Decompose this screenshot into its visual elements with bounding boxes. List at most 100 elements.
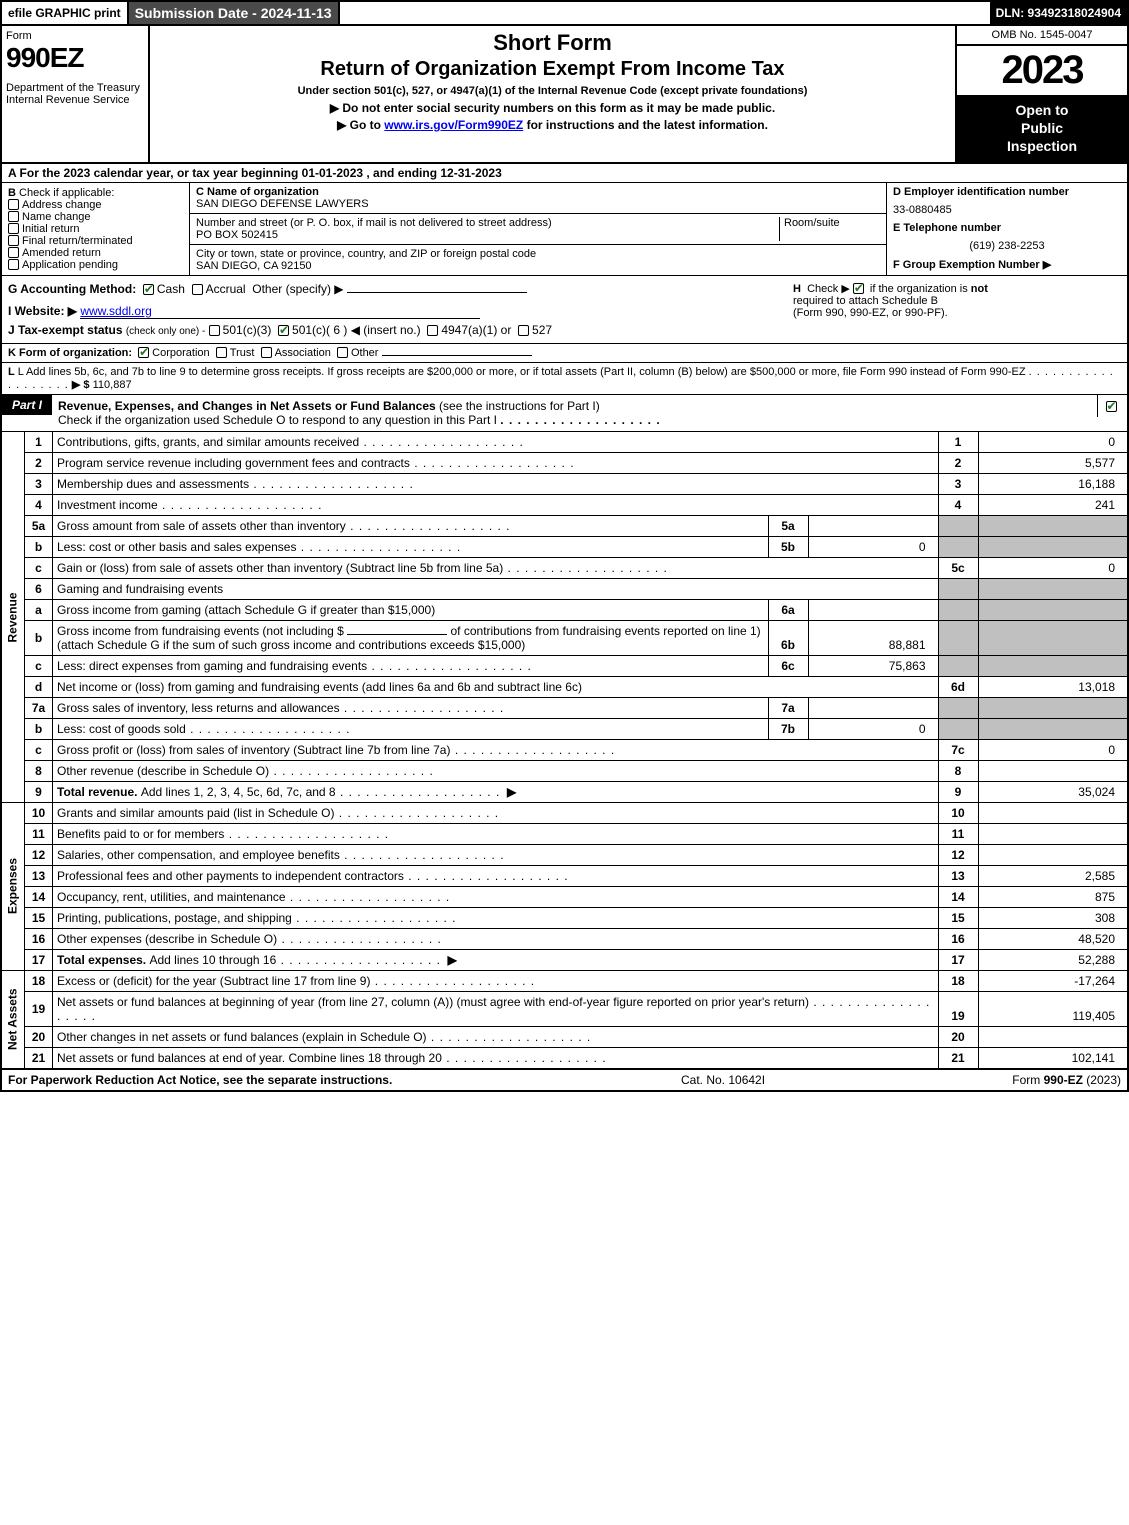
part1-title: Revenue, Expenses, and Changes in Net As… [58, 399, 436, 413]
row-8: 8Other revenue (describe in Schedule O) … [1, 760, 1128, 781]
val-13: 2,585 [978, 865, 1128, 886]
j-label: J Tax-exempt status [8, 323, 123, 337]
desc-9a: Total revenue. [57, 785, 141, 799]
part1-dots [500, 413, 660, 427]
checkbox-cash[interactable] [143, 284, 154, 295]
website-link[interactable]: www.sddl.org [80, 304, 480, 319]
desc-21: Net assets or fund balances at end of ye… [57, 1051, 442, 1065]
org-name-block: C Name of organization SAN DIEGO DEFENSE… [190, 183, 886, 214]
submission-date: Submission Date - 2024-11-13 [129, 2, 340, 24]
val-15: 308 [978, 907, 1128, 928]
checkbox-address-change[interactable] [8, 199, 19, 210]
l-arrow: ▶ $ [72, 379, 90, 391]
street-label: Number and street (or P. O. box, if mail… [196, 217, 552, 229]
desc-7a: Gross sales of inventory, less returns a… [57, 701, 340, 715]
sub-6b: 6b [768, 620, 808, 655]
section-h: H Check ▶ if the organization is not req… [787, 276, 1127, 343]
line-i: I Website: ▶ www.sddl.org [8, 304, 781, 319]
checkbox-4947[interactable] [427, 325, 438, 336]
l-text: L Add lines 5b, 6c, and 7b to line 9 to … [18, 366, 1026, 378]
g-cash: Cash [157, 282, 185, 296]
instr2-pre: ▶ Go to [337, 118, 384, 132]
checkbox-application-pending[interactable] [8, 259, 19, 270]
row-1: Revenue 1 Contributions, gifts, grants, … [1, 432, 1128, 453]
vlabel-revenue: Revenue [1, 432, 25, 803]
instruction-ssn: ▶ Do not enter social security numbers o… [158, 101, 947, 115]
section-def: D Employer identification number 33-0880… [887, 183, 1127, 275]
checkbox-other-org[interactable] [337, 347, 348, 358]
desc-6c: Less: direct expenses from gaming and fu… [57, 659, 367, 673]
row-19: 19Net assets or fund balances at beginni… [1, 991, 1128, 1026]
val-11 [978, 823, 1128, 844]
val-2: 5,577 [978, 452, 1128, 473]
checkbox-corporation[interactable] [138, 347, 149, 358]
form-header: Form 990EZ Department of the Treasury In… [0, 26, 1129, 164]
open-line2: Public [961, 119, 1123, 137]
section-b: B Check if applicable: Address change Na… [2, 183, 190, 275]
desc-5c: Gain or (loss) from sale of assets other… [57, 561, 503, 575]
desc-6d: Net income or (loss) from gaming and fun… [57, 680, 582, 694]
form-title: Return of Organization Exempt From Incom… [158, 58, 947, 81]
city-block: City or town, state or province, country… [190, 245, 886, 275]
part1-header-row: Part I Revenue, Expenses, and Changes in… [0, 395, 1129, 432]
h-text4: (Form 990, 990-EZ, or 990-PF). [793, 307, 948, 319]
part1-check-cell [1097, 395, 1127, 417]
checkbox-h[interactable] [853, 283, 864, 294]
desc-2: Program service revenue including govern… [57, 456, 410, 470]
checkbox-527[interactable] [518, 325, 529, 336]
checkbox-initial-return[interactable] [8, 223, 19, 234]
desc-4: Investment income [57, 498, 158, 512]
row-6b: bGross income from fundraising events (n… [1, 620, 1128, 655]
g-label: G Accounting Method: [8, 282, 136, 296]
checkbox-amended-return[interactable] [8, 247, 19, 258]
k-other-blank [382, 355, 532, 356]
row-16: 16Other expenses (describe in Schedule O… [1, 928, 1128, 949]
subval-6b: 88,881 [808, 620, 938, 655]
group-arrow: ▶ [1043, 259, 1051, 271]
row-21: 21Net assets or fund balances at end of … [1, 1047, 1128, 1068]
desc-20: Other changes in net assets or fund bala… [57, 1030, 427, 1044]
opt-initial: Initial return [22, 223, 79, 235]
desc-15: Printing, publications, postage, and shi… [57, 911, 292, 925]
tax-year: 2023 [957, 46, 1127, 95]
vlabel-expenses: Expenses [1, 802, 25, 970]
header-left: Form 990EZ Department of the Treasury In… [2, 26, 150, 162]
room-label: Room/suite [784, 217, 840, 229]
desc-14: Occupancy, rent, utilities, and maintena… [57, 890, 286, 904]
val-19: 119,405 [978, 991, 1128, 1026]
j-opt1: 501(c)(3) [223, 323, 272, 337]
checkbox-name-change[interactable] [8, 211, 19, 222]
checkbox-final-return[interactable] [8, 235, 19, 246]
row-11: 11Benefits paid to or for members 11 [1, 823, 1128, 844]
j-opt4: 527 [532, 323, 552, 337]
irs-link[interactable]: www.irs.gov/Form990EZ [384, 118, 523, 132]
open-line3: Inspection [961, 137, 1123, 155]
val-3: 16,188 [978, 473, 1128, 494]
open-inspection-box: Open to Public Inspection [957, 95, 1127, 162]
checkbox-association[interactable] [261, 347, 272, 358]
subval-7a [808, 697, 938, 718]
tel-label: E Telephone number [887, 219, 1127, 237]
checkbox-accrual[interactable] [192, 284, 203, 295]
dln-label: DLN: 93492318024904 [990, 2, 1127, 24]
checkbox-501c[interactable] [278, 325, 289, 336]
row-7b: bLess: cost of goods sold 7b0 [1, 718, 1128, 739]
footer-right: Form 990-EZ (2023) [921, 1073, 1121, 1087]
desc-3: Membership dues and assessments [57, 477, 249, 491]
street-value: PO BOX 502415 [196, 229, 278, 241]
top-bar: efile GRAPHIC print Submission Date - 20… [0, 0, 1129, 26]
checkbox-part1-schedule-o[interactable] [1106, 401, 1117, 412]
b-heading: B [8, 187, 16, 199]
opt-address: Address change [22, 199, 102, 211]
footer-left: For Paperwork Reduction Act Notice, see … [8, 1073, 681, 1087]
sub-6a: 6a [768, 599, 808, 620]
val-16: 48,520 [978, 928, 1128, 949]
val-21: 102,141 [978, 1047, 1128, 1068]
checkbox-501c3[interactable] [209, 325, 220, 336]
row-3: 3Membership dues and assessments 316,188 [1, 473, 1128, 494]
k-other: Other [351, 347, 379, 359]
checkbox-trust[interactable] [216, 347, 227, 358]
section-gh: G Accounting Method: Cash Accrual Other … [0, 276, 1129, 344]
section-gij: G Accounting Method: Cash Accrual Other … [2, 276, 787, 343]
val-12 [978, 844, 1128, 865]
